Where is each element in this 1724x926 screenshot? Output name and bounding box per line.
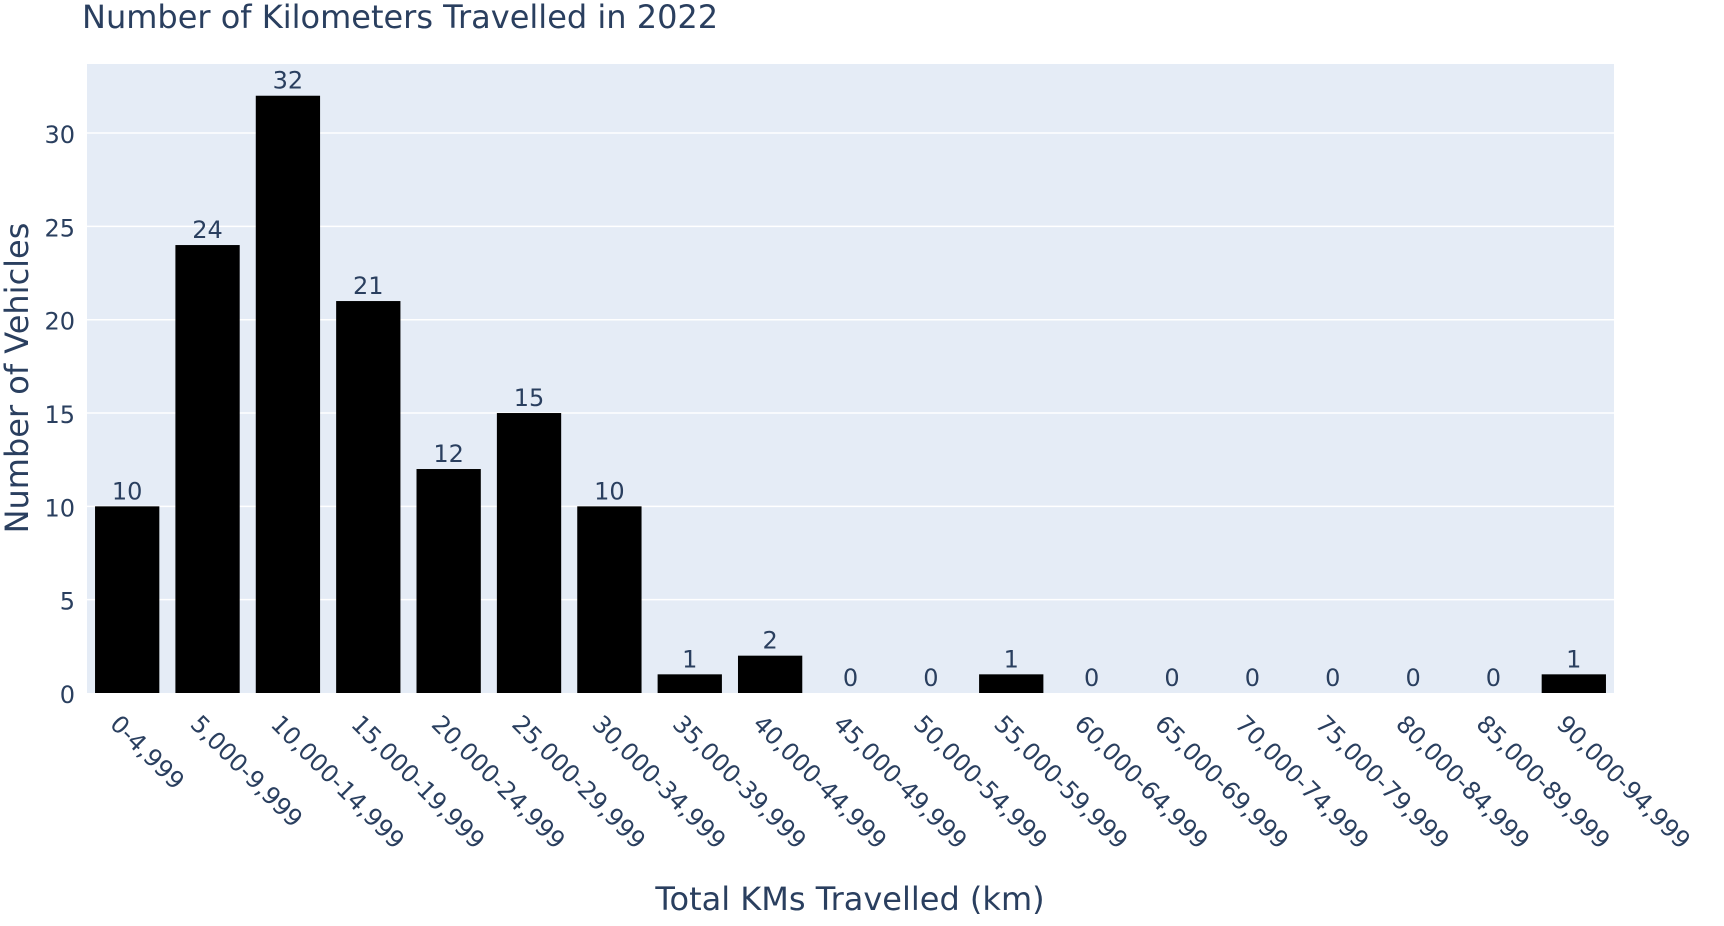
bar-value-label: 21 xyxy=(353,272,384,300)
y-tick-label: 15 xyxy=(44,401,75,429)
bar-value-label: 0 xyxy=(1405,664,1420,692)
x-axis-ticks: 0-4,9995,000-9,99910,000-14,99915,000-19… xyxy=(105,710,1696,855)
bar-value-label: 0 xyxy=(1084,664,1099,692)
bar-value-label: 0 xyxy=(1325,664,1340,692)
y-tick-label: 30 xyxy=(44,121,75,149)
bar-5,000-9,999 xyxy=(175,245,240,693)
bar-value-label: 1 xyxy=(1566,645,1581,673)
bar-value-label: 15 xyxy=(514,384,545,412)
bar-40,000-44,999 xyxy=(737,655,803,693)
x-axis-title: Total KMs Travelled (km) xyxy=(654,880,1044,918)
bar-value-label: 12 xyxy=(433,440,464,468)
bar-value-label: 0 xyxy=(843,664,858,692)
bar-35,000-39,999 xyxy=(657,674,722,693)
bar-value-label: 1 xyxy=(1004,645,1019,673)
bar-value-label: 2 xyxy=(762,627,777,655)
bar-value-label: 0 xyxy=(1245,664,1260,692)
bar-15,000-19,999 xyxy=(336,301,401,693)
bar-20,000-24,999 xyxy=(416,469,481,693)
y-tick-label: 5 xyxy=(60,588,75,616)
bar-value-label: 10 xyxy=(594,477,625,505)
bar-0-4,999 xyxy=(95,506,160,693)
bar-value-label: 0 xyxy=(923,664,938,692)
y-axis-ticks: 0 5 10 15 20 25 30 xyxy=(44,121,75,709)
bar-value-label: 0 xyxy=(1164,664,1179,692)
bar-30,000-34,999 xyxy=(577,506,642,693)
bar-90,000-94,999 xyxy=(1541,674,1606,693)
x-tick-label: 90,000-94,999 xyxy=(1551,710,1696,855)
bar-55,000-59,999 xyxy=(979,674,1044,693)
y-axis-title: Number of Vehicles xyxy=(0,223,36,534)
bar-value-label: 1 xyxy=(682,645,697,673)
bars xyxy=(95,95,1606,693)
bar-value-label: 32 xyxy=(273,67,304,95)
bar-10,000-14,999 xyxy=(255,95,321,693)
bar-value-label: 24 xyxy=(192,216,223,244)
chart-title: Number of Kilometers Travelled in 2022 xyxy=(82,0,718,36)
bar-value-label: 0 xyxy=(1486,664,1501,692)
bar-value-label: 10 xyxy=(112,477,143,505)
x-tick-label: 0-4,999 xyxy=(105,710,190,795)
y-tick-label: 25 xyxy=(44,214,75,242)
bar-25,000-29,999 xyxy=(496,413,562,693)
y-tick-label: 10 xyxy=(44,494,75,522)
y-tick-label: 20 xyxy=(44,308,75,336)
y-tick-label: 0 xyxy=(60,681,75,709)
